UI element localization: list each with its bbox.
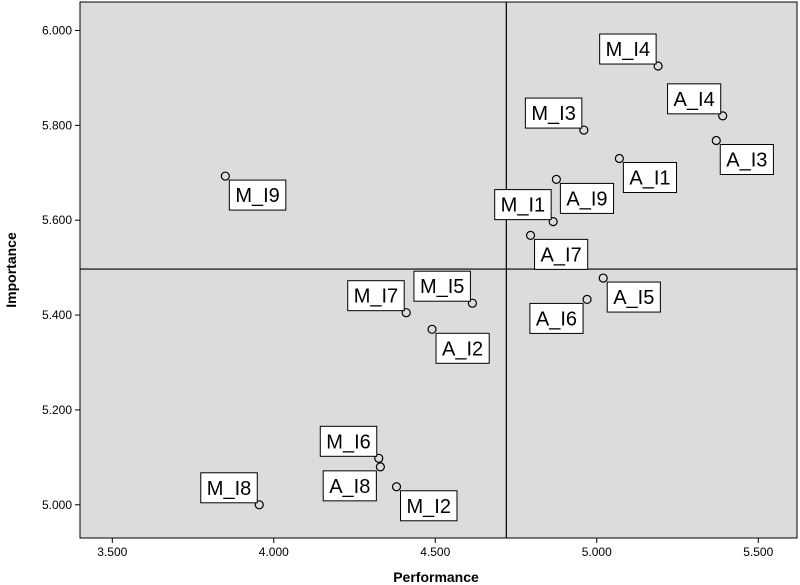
data-point: M_I5 xyxy=(413,270,478,308)
point-marker xyxy=(551,174,561,185)
point-marker xyxy=(598,273,608,283)
data-point: A_I6 xyxy=(529,294,592,334)
point-label: M_I1 xyxy=(501,195,545,217)
data-point: M_I8 xyxy=(200,472,264,510)
data-point: A_I8 xyxy=(322,462,385,502)
y-tick-label: 5.400 xyxy=(42,308,72,322)
x-tick-label: 3.500 xyxy=(97,545,127,559)
point-label: M_I8 xyxy=(207,478,251,500)
point-label-box xyxy=(435,332,490,364)
y-tick-label: 5.800 xyxy=(42,118,72,132)
point-label: A_I4 xyxy=(674,89,715,111)
point-label: A_I2 xyxy=(442,338,483,360)
point-label: M_I3 xyxy=(531,103,575,125)
point-label: M_I5 xyxy=(420,276,464,298)
point-label: M_I9 xyxy=(235,185,279,207)
point-label: A_I3 xyxy=(726,150,767,172)
y-axis-title: Importance xyxy=(3,232,19,308)
x-tick-label: 4.500 xyxy=(420,545,450,559)
data-point: M_I2 xyxy=(391,482,458,522)
point-label-box xyxy=(200,472,258,504)
point-label-box xyxy=(347,280,405,312)
data-point: M_I6 xyxy=(319,425,384,463)
point-label-box xyxy=(524,97,583,129)
point-label-box xyxy=(606,281,661,313)
data-point: A_I5 xyxy=(598,273,661,313)
data-point: A_I4 xyxy=(667,83,728,121)
point-label-box xyxy=(719,144,774,176)
point-label: A_I7 xyxy=(541,244,582,266)
point-label-box xyxy=(622,162,678,194)
x-tick-label: 4.000 xyxy=(259,545,289,559)
plot-area xyxy=(79,1,798,539)
point-label-box xyxy=(319,425,378,457)
data-point: A_I1 xyxy=(614,153,678,194)
point-label-box xyxy=(400,490,458,522)
y-tick-label: 6.000 xyxy=(42,23,72,37)
data-point: A_I3 xyxy=(711,135,774,176)
point-label-box xyxy=(322,470,377,502)
point-label-box xyxy=(413,270,471,302)
point-label-box xyxy=(559,182,615,214)
point-label: A_I9 xyxy=(566,188,607,210)
point-label: M_I7 xyxy=(354,286,398,308)
data-point: A_I2 xyxy=(427,324,490,364)
point-marker xyxy=(525,230,536,240)
data-point: M_I3 xyxy=(524,97,589,135)
point-label-box xyxy=(529,302,584,334)
data-point: M_I4 xyxy=(599,33,663,71)
point-label-box xyxy=(228,179,287,211)
x-tick-label: 5.500 xyxy=(743,545,773,559)
point-label: M_I6 xyxy=(326,431,370,453)
y-tick-label: 5.200 xyxy=(42,403,72,417)
x-axis-title: Performance xyxy=(393,569,479,585)
point-label: M_I2 xyxy=(407,496,451,518)
point-label-box xyxy=(599,33,657,65)
data-point: A_I9 xyxy=(551,174,615,214)
point-label: M_I4 xyxy=(606,39,650,61)
point-marker xyxy=(427,324,437,334)
data-point: A_I7 xyxy=(525,230,589,270)
point-marker xyxy=(375,462,385,472)
point-label: A_I6 xyxy=(536,308,577,330)
point-marker xyxy=(711,135,721,146)
point-marker xyxy=(582,294,592,305)
point-label: A_I8 xyxy=(329,476,370,498)
y-tick-label: 5.600 xyxy=(42,213,72,227)
point-label-box xyxy=(494,189,552,221)
x-tick-label: 5.000 xyxy=(582,545,612,559)
point-label: A_I1 xyxy=(629,168,670,190)
data-point: M_I7 xyxy=(347,280,411,318)
point-label-box xyxy=(534,238,589,270)
point-marker xyxy=(614,153,624,164)
data-point: M_I1 xyxy=(494,189,558,227)
point-marker xyxy=(220,171,230,181)
point-label: A_I5 xyxy=(613,287,654,309)
data-point: M_I9 xyxy=(220,171,287,211)
point-marker xyxy=(391,482,402,492)
point-label-box xyxy=(667,83,722,115)
y-tick-label: 5.000 xyxy=(42,498,72,512)
